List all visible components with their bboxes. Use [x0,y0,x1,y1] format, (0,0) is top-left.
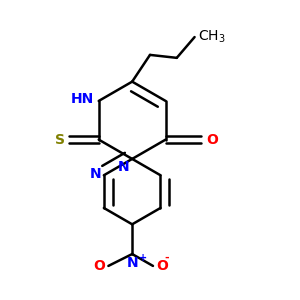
Text: O: O [94,259,105,273]
Text: HN: HN [71,92,94,106]
Text: S: S [55,133,64,147]
Text: N: N [126,256,138,269]
Text: O: O [156,259,168,273]
Text: N: N [118,160,129,174]
Text: +: + [139,253,147,263]
Text: N: N [89,167,101,181]
Text: CH$_3$: CH$_3$ [198,29,225,45]
Text: O: O [206,133,218,147]
Text: -: - [164,253,169,263]
